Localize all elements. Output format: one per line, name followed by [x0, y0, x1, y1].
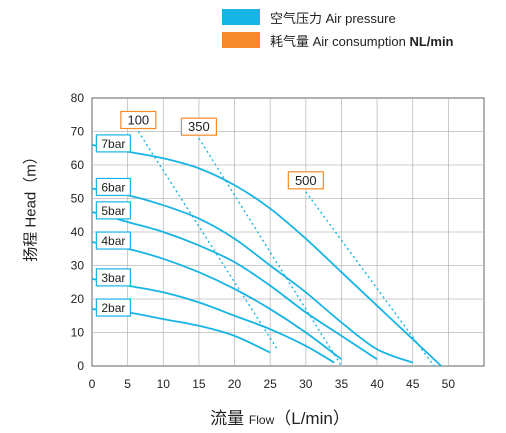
consumption-lines: [137, 131, 435, 367]
x-tick-label: 25: [264, 377, 278, 391]
x-tick-label: 35: [335, 377, 349, 391]
x-tick-label: 40: [370, 377, 384, 391]
consumption-line-100: [137, 131, 278, 350]
x-tick-label: 0: [89, 377, 96, 391]
x-tick-label: 45: [406, 377, 420, 391]
consumption-label-500: 500: [295, 173, 317, 188]
y-tick-label: 0: [77, 359, 84, 373]
series-labels: 100 350 500 7bar 6bar 5bar 4bar 3bar 2bar: [95, 110, 324, 317]
series-label-5bar: 5bar: [101, 204, 125, 218]
consumption-label-350: 350: [188, 119, 210, 134]
y-tick-label: 50: [71, 192, 85, 206]
pressure-curve-5bar: [91, 211, 378, 361]
consumption-label-box-100: [120, 110, 157, 130]
x-tick-label: 15: [192, 377, 206, 391]
x-tick-label: 30: [299, 377, 313, 391]
y-tick-label: 70: [71, 125, 85, 139]
consumption-label-box-500: [287, 171, 324, 190]
grid: [92, 98, 484, 366]
series-label-box-7bar: [95, 134, 131, 153]
x-tick-label: 20: [228, 377, 242, 391]
y-tick-label: 10: [71, 326, 85, 340]
x-axis-label: 流量 Flow（L/min）: [210, 409, 350, 428]
x-tick-label: 50: [442, 377, 456, 391]
y-axis-label: 扬程 Head（m）: [22, 149, 40, 262]
series-label-box-5bar: [95, 201, 131, 220]
x-tick-label: 10: [157, 377, 171, 391]
series-label-box-3bar: [95, 268, 131, 287]
series-label-4bar: 4bar: [101, 234, 125, 248]
legend-label-consumption: 耗气量 Air consumption NL/min: [270, 33, 454, 49]
consumption-label-box-350: [180, 117, 218, 136]
y-tick-label: 30: [71, 259, 85, 273]
y-tick-label: 20: [71, 292, 85, 306]
series-label-box-6bar: [95, 177, 131, 197]
legend-consumption-unit: NL/min: [409, 33, 454, 49]
pressure-curve-7bar: [91, 144, 442, 367]
series-label-2bar: 2bar: [101, 301, 125, 315]
series-label-6bar: 6bar: [101, 180, 125, 194]
series-label-3bar: 3bar: [101, 271, 125, 285]
legend-swatch-consumption: [222, 32, 260, 48]
series-label-box-2bar: [95, 298, 131, 317]
x-tick-label: 5: [124, 377, 131, 391]
consumption-line-500: [305, 191, 435, 367]
legend-item-pressure: 空气压力 Air pressure: [222, 8, 396, 26]
series-label-7bar: 7bar: [101, 137, 125, 151]
y-tick-label: 80: [71, 91, 85, 105]
y-tick-label: 40: [71, 225, 85, 239]
pressure-curve-6bar: [91, 187, 414, 364]
consumption-label-100: 100: [127, 113, 149, 128]
series-label-box-4bar: [95, 231, 131, 250]
legend-swatch-pressure: [222, 9, 260, 25]
legend-item-consumption: 耗气量 Air consumption NL/min: [222, 31, 454, 49]
pressure-curve-3bar: [91, 278, 335, 364]
y-tick-label: 60: [71, 158, 85, 172]
legend-label-pressure: 空气压力 Air pressure: [270, 10, 396, 26]
